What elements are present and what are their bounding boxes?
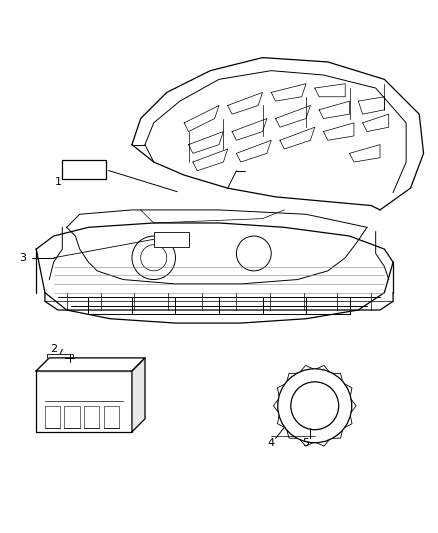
Text: 5: 5: [303, 438, 310, 448]
Text: 3: 3: [20, 253, 27, 263]
Text: 2: 2: [50, 344, 57, 354]
Bar: [104, 406, 119, 427]
Text: 4: 4: [268, 438, 275, 448]
Bar: [45, 406, 60, 427]
Text: 1: 1: [54, 176, 61, 187]
Bar: [64, 406, 80, 427]
Bar: [36, 371, 132, 432]
Bar: [62, 160, 106, 180]
Polygon shape: [132, 358, 145, 432]
Bar: [84, 406, 99, 427]
Bar: [154, 232, 188, 247]
Bar: [47, 354, 73, 365]
Polygon shape: [36, 358, 145, 371]
